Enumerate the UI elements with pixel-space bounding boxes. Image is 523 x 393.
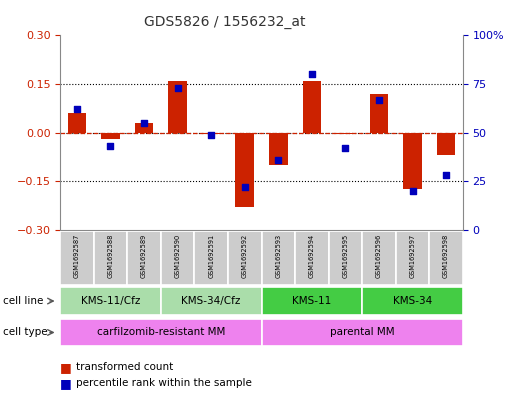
Bar [336,132,355,134]
Text: GSM1692593: GSM1692593 [275,234,281,278]
Point [308,71,316,77]
Text: GSM1692591: GSM1692591 [208,234,214,278]
Text: GSM1692590: GSM1692590 [175,234,180,278]
Text: GDS5826 / 1556232_at: GDS5826 / 1556232_at [144,15,305,29]
Bar [370,94,388,132]
Bar [362,287,463,315]
Bar [67,113,86,132]
Point [408,188,417,194]
Point [140,120,148,126]
Text: GSM1692592: GSM1692592 [242,234,248,278]
Text: GSM1692598: GSM1692598 [443,234,449,278]
Point [207,131,215,138]
Text: GSM1692597: GSM1692597 [410,234,415,278]
Text: percentile rank within the sample: percentile rank within the sample [76,378,252,388]
Point [241,184,249,190]
Bar [262,287,362,315]
Bar [362,231,396,285]
Bar [168,81,187,132]
Bar [429,231,463,285]
Text: carfilzomib-resistant MM: carfilzomib-resistant MM [97,327,225,338]
Text: KMS-34: KMS-34 [393,296,432,306]
Bar [396,231,429,285]
Text: parental MM: parental MM [330,327,394,338]
Text: KMS-11: KMS-11 [292,296,332,306]
Bar [437,132,456,155]
Point [73,106,81,112]
Bar [195,231,228,285]
Bar [60,319,262,346]
Bar [60,287,161,315]
Bar [161,231,195,285]
Bar [135,123,153,132]
Bar [202,132,220,134]
Point [106,143,115,149]
Text: ■: ■ [60,361,72,374]
Text: GSM1692596: GSM1692596 [376,234,382,278]
Bar [228,231,262,285]
Text: GSM1692589: GSM1692589 [141,234,147,278]
Bar [60,231,94,285]
Bar [262,231,295,285]
Text: KMS-34/Cfz: KMS-34/Cfz [181,296,241,306]
Text: KMS-11/Cfz: KMS-11/Cfz [81,296,140,306]
Text: GSM1692595: GSM1692595 [343,234,348,278]
Bar [262,319,463,346]
Bar [303,81,321,132]
Point [375,96,383,103]
Text: cell line: cell line [3,296,43,306]
Bar [235,132,254,207]
Bar [269,132,288,165]
Point [442,172,450,178]
Text: GSM1692588: GSM1692588 [108,234,113,278]
Text: GSM1692587: GSM1692587 [74,234,80,278]
Bar [328,231,362,285]
Text: cell type: cell type [3,327,47,338]
Bar [94,231,127,285]
Text: ■: ■ [60,376,72,390]
Text: transformed count: transformed count [76,362,173,373]
Bar [127,231,161,285]
Text: GSM1692594: GSM1692594 [309,234,315,278]
Point [274,157,282,163]
Bar [161,287,262,315]
Point [341,145,349,151]
Point [174,85,182,91]
Bar [403,132,422,189]
Bar [295,231,328,285]
Bar [101,132,120,139]
